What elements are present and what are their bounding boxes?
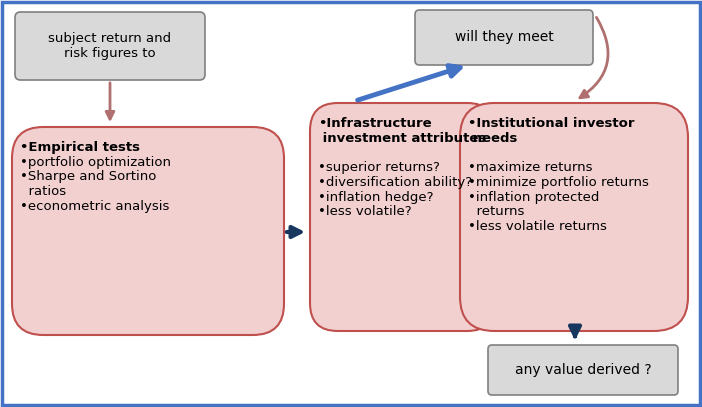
Text: •Empirical tests: •Empirical tests	[20, 141, 140, 154]
Text: •maximize returns: •maximize returns	[468, 161, 592, 174]
Text: •superior returns?: •superior returns?	[318, 161, 440, 174]
Text: •minimize portfolio returns: •minimize portfolio returns	[468, 176, 649, 189]
FancyBboxPatch shape	[415, 10, 593, 65]
FancyBboxPatch shape	[15, 12, 205, 80]
Text: needs: needs	[468, 132, 517, 145]
FancyBboxPatch shape	[460, 103, 688, 331]
Text: •Institutional investor: •Institutional investor	[468, 117, 635, 130]
Text: •less volatile returns: •less volatile returns	[468, 220, 607, 233]
FancyBboxPatch shape	[488, 345, 678, 395]
Text: any value derived ?: any value derived ?	[515, 363, 651, 377]
Text: •econometric analysis: •econometric analysis	[20, 200, 169, 213]
Text: •less volatile?: •less volatile?	[318, 206, 411, 218]
Text: •diversification ability?: •diversification ability?	[318, 176, 472, 189]
FancyBboxPatch shape	[310, 103, 495, 331]
Text: •Sharpe and Sortino: •Sharpe and Sortino	[20, 171, 157, 184]
Text: investment attributes: investment attributes	[318, 132, 486, 145]
Text: •portfolio optimization: •portfolio optimization	[20, 156, 171, 169]
Text: returns: returns	[468, 206, 524, 218]
FancyBboxPatch shape	[12, 127, 284, 335]
Text: risk figures to: risk figures to	[64, 47, 156, 60]
Text: ratios: ratios	[20, 185, 66, 198]
Text: •Infrastructure: •Infrastructure	[318, 117, 432, 130]
Text: will they meet: will they meet	[455, 31, 553, 44]
Text: •inflation hedge?: •inflation hedge?	[318, 190, 434, 204]
Text: subject return and: subject return and	[48, 32, 171, 45]
Text: •inflation protected: •inflation protected	[468, 190, 600, 204]
